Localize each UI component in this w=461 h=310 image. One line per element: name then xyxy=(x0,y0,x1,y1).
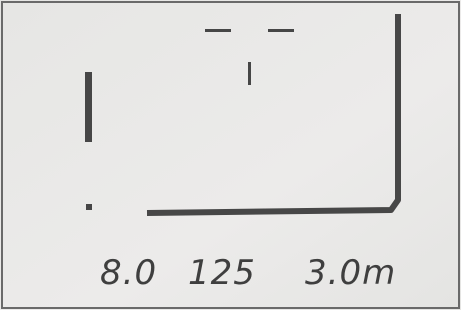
distance-value: 3.0m xyxy=(305,253,396,293)
tick-segment xyxy=(248,62,251,85)
dash-segment xyxy=(268,29,294,32)
level-bar xyxy=(85,72,92,142)
lcd-display: 8.0 125 3.0m xyxy=(0,0,461,310)
aperture-value: 8.0 xyxy=(100,253,157,293)
dash-segment xyxy=(205,29,231,32)
shutter-value: 125 xyxy=(188,253,256,293)
indicator-dot xyxy=(86,204,92,210)
